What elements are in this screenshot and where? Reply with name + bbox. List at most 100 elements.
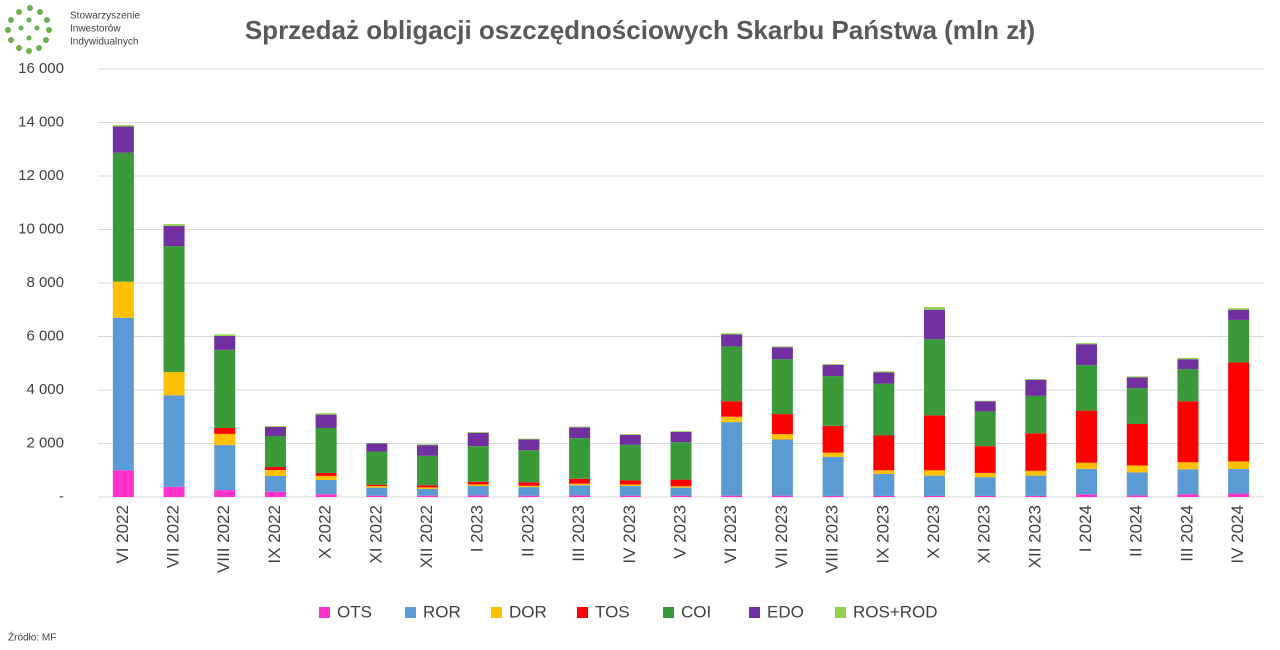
bar-segment — [670, 487, 692, 496]
bar-segment — [163, 226, 185, 247]
x-tick-label: I 2024 — [1076, 505, 1095, 552]
bar-segment — [873, 495, 895, 497]
bar-segment — [1228, 319, 1250, 363]
bar-segment — [923, 470, 945, 476]
bar-segment — [1025, 470, 1047, 476]
y-tick-label: 12 000 — [18, 167, 64, 184]
bar-segment — [112, 470, 134, 497]
legend-swatch — [835, 607, 846, 618]
bar-segment — [1228, 461, 1250, 469]
bar-segment — [163, 224, 185, 227]
bar-segment — [771, 346, 793, 348]
bar-segment — [214, 433, 236, 446]
bar-segment — [1025, 433, 1047, 471]
bar-segment — [974, 472, 996, 478]
x-tick-label: IV 2023 — [620, 505, 639, 564]
bar-segment — [721, 495, 743, 497]
bar-segment — [467, 486, 489, 496]
bar-segment — [163, 486, 185, 497]
bar-segment — [670, 479, 692, 487]
bar-segment — [467, 481, 489, 485]
bar-segment — [112, 125, 134, 127]
bar-segment — [417, 444, 439, 446]
x-tick-label: VIII 2023 — [823, 505, 842, 573]
bar-segment — [467, 484, 489, 487]
bar-segment — [619, 480, 641, 485]
x-tick-label: VII 2022 — [164, 505, 183, 568]
bar-segment — [264, 436, 286, 468]
bar-segment — [518, 495, 540, 497]
bar-segment — [366, 484, 388, 487]
bar-segment — [569, 426, 591, 428]
bar-segment — [670, 442, 692, 480]
bar-segment — [315, 475, 337, 480]
bar-segment — [721, 401, 743, 417]
legend-swatch — [491, 607, 502, 618]
bar-segment — [518, 487, 540, 496]
bar-segment — [1076, 462, 1098, 469]
legend-label: COI — [681, 602, 711, 621]
bar-segment — [619, 484, 641, 487]
bar-segment — [1177, 359, 1199, 370]
logo-text: Inwestorów — [70, 24, 121, 35]
x-tick-label: XII 2023 — [1025, 505, 1044, 568]
bar-segment — [822, 364, 844, 365]
bar-segment — [771, 495, 793, 497]
bar-segment — [1126, 376, 1148, 378]
bar-segment — [974, 400, 996, 402]
bar-segment — [264, 426, 286, 427]
y-tick-label: 16 000 — [18, 60, 64, 77]
bar-segment — [366, 487, 388, 496]
bar-segment — [1025, 495, 1047, 497]
legend-label: EDO — [767, 602, 804, 621]
bar-segment — [822, 456, 844, 496]
bar-segment — [417, 445, 439, 456]
bar-segment — [112, 126, 134, 153]
logo-icon — [5, 5, 52, 54]
bar-segment — [214, 334, 236, 336]
bar-segment — [417, 487, 439, 489]
bar-segment — [822, 376, 844, 426]
bar-segment — [619, 486, 641, 496]
bar-segment — [467, 431, 489, 433]
bar-segment — [163, 372, 185, 396]
bar-segment — [923, 415, 945, 471]
y-tick-label: 4 000 — [26, 381, 64, 398]
bar-segment — [822, 495, 844, 497]
bar-segment — [1228, 309, 1250, 320]
x-tick-label: V 2023 — [670, 505, 689, 559]
bar-segment — [974, 495, 996, 497]
bar-segment — [112, 152, 134, 282]
x-tick-label: I 2023 — [468, 505, 487, 552]
bar-segment — [1126, 472, 1148, 496]
bar-segment — [1177, 401, 1199, 463]
bar-segment — [873, 371, 895, 373]
bar-segment — [670, 431, 692, 443]
bar-segment — [974, 446, 996, 473]
bar-segment — [1228, 468, 1250, 494]
y-tick-label: 14 000 — [18, 113, 64, 130]
bar-segment — [1076, 410, 1098, 463]
bar-segment — [569, 495, 591, 497]
bar-segment — [1228, 308, 1250, 310]
legend-swatch — [405, 607, 416, 618]
bar-segment — [417, 488, 439, 496]
bar-segment — [1177, 357, 1199, 360]
bar-segment — [264, 467, 286, 470]
bar-segment — [214, 427, 236, 434]
bar-segment — [619, 495, 641, 497]
bar-segment — [1076, 344, 1098, 366]
y-tick-label: 8 000 — [26, 274, 64, 291]
bar-segment — [822, 452, 844, 457]
bar-segment — [518, 482, 540, 486]
x-tick-label: IV 2024 — [1228, 505, 1247, 564]
bar-segment — [569, 485, 591, 496]
bar-segment — [264, 469, 286, 476]
bar-segment — [822, 425, 844, 453]
legend-label: OTS — [337, 602, 372, 621]
bar-segment — [1076, 468, 1098, 495]
bar-segment — [670, 495, 692, 497]
bar-segment — [923, 339, 945, 416]
legend-swatch — [319, 607, 330, 618]
y-tick-label: 2 000 — [26, 434, 64, 451]
